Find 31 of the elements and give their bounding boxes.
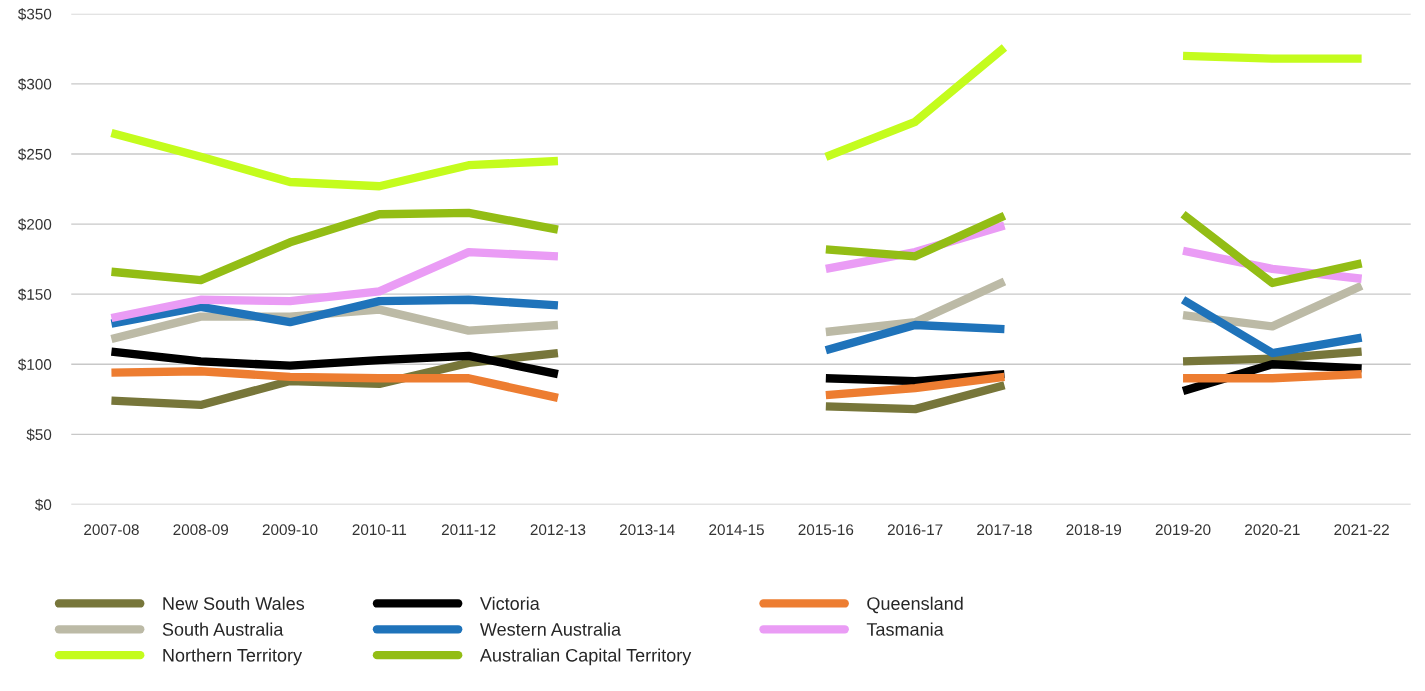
x-tick-label: 2010-11	[352, 524, 407, 536]
x-tick-label: 2021-22	[1334, 524, 1389, 536]
y-tick-label: $200	[17, 218, 52, 231]
x-tick-label: 2020-21	[1245, 524, 1300, 536]
legend-label: South Australia	[162, 622, 284, 636]
legend-label: Western Australia	[479, 622, 622, 636]
x-tick-label: 2008-09	[173, 524, 229, 536]
x-tick-label: 2013-14	[619, 524, 675, 536]
legend-label: Northern Territory	[163, 648, 303, 666]
legend-label: New South Wales	[163, 596, 305, 610]
x-tick-label: 2007-08	[84, 524, 139, 536]
y-tick-label: $300	[17, 78, 52, 91]
x-tick-label: 2019-20	[1155, 524, 1211, 536]
x-tick-label: 2016-17	[887, 524, 943, 536]
y-tick-label: $250	[17, 148, 52, 161]
x-tick-label: 2018-19	[1066, 524, 1122, 536]
y-tick-label: $0	[34, 498, 52, 512]
y-tick-label: $100	[17, 358, 52, 371]
legend-label: Queensland	[867, 596, 963, 614]
legend-label: Victoria	[479, 596, 540, 610]
legend-label: Tasmania	[866, 622, 944, 636]
x-tick-label: 2009-10	[262, 524, 318, 536]
x-tick-label: 2017-18	[977, 524, 1032, 536]
y-tick-label: $350	[17, 8, 52, 21]
x-tick-label: 2011-12	[441, 524, 496, 536]
x-tick-label: 2014-15	[709, 524, 764, 536]
x-tick-label: 2012-13	[530, 524, 586, 536]
y-tick-label: $150	[17, 288, 52, 301]
x-tick-label: 2015-16	[798, 524, 854, 536]
y-tick-label: $50	[26, 428, 52, 441]
legend-label: Australian Capital Territory	[479, 648, 692, 666]
